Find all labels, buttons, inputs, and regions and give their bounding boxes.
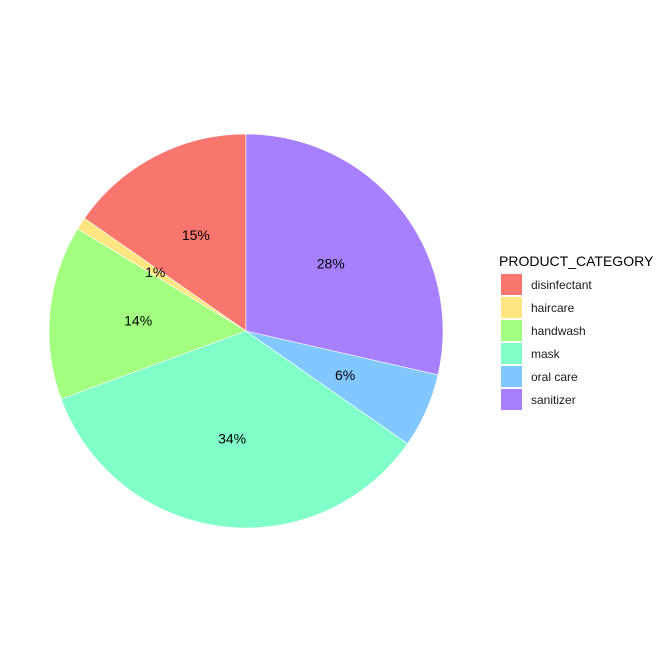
legend-label: disinfectant <box>531 277 592 292</box>
slice-label-haircare: 1% <box>145 264 165 280</box>
legend-swatch <box>501 389 522 410</box>
legend-label: haircare <box>531 300 575 315</box>
slice-label-oral-care: 6% <box>335 367 355 383</box>
slice-label-handwash: 14% <box>124 313 152 329</box>
legend-item-disinfectant: disinfectant <box>499 273 664 296</box>
legend-label: oral care <box>531 369 578 384</box>
legend-label: sanitizer <box>531 392 576 407</box>
legend-swatch <box>501 320 522 341</box>
pie-slice-labels: 15% 1% 14% 34% 6% 28% <box>124 227 355 447</box>
slice-label-sanitizer: 28% <box>317 255 345 271</box>
legend-swatch <box>501 366 522 387</box>
pie-slices <box>48 133 444 529</box>
legend-item-mask: mask <box>499 342 664 365</box>
legend: PRODUCT_CATEGORY disinfectant haircare han… <box>499 251 664 411</box>
pie-slice-disinfectant <box>84 133 247 332</box>
pie-slice-handwash <box>48 228 247 400</box>
legend-item-oral-care: oral care <box>499 365 664 388</box>
legend-label: handwash <box>531 323 586 338</box>
legend-swatch <box>501 343 522 364</box>
legend-item-handwash: handwash <box>499 319 664 342</box>
legend-title: PRODUCT_CATEGORY <box>499 253 654 269</box>
legend-swatch <box>501 274 522 295</box>
pie-slice-sanitizer <box>245 133 444 376</box>
legend-item-sanitizer: sanitizer <box>499 388 664 411</box>
pie-slice-mask <box>60 330 408 529</box>
slice-label-mask: 34% <box>218 430 246 446</box>
legend-label: mask <box>531 346 560 361</box>
legend-items: disinfectant haircare handwash mask oral car… <box>499 273 664 411</box>
legend-item-haircare: haircare <box>499 296 664 319</box>
slice-label-disinfectant: 15% <box>182 227 210 243</box>
legend-swatch <box>501 297 522 318</box>
